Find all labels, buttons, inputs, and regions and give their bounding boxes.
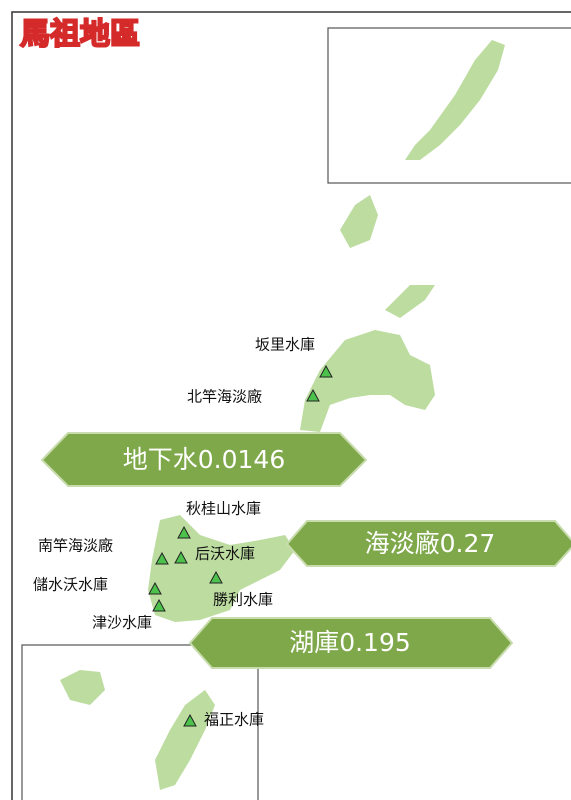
island (300, 330, 435, 432)
island (340, 195, 378, 248)
reservoir-label: 秋桂山水庫 (186, 500, 261, 518)
banner-label: 地下水0.0146 (123, 445, 285, 474)
island (385, 285, 435, 318)
reservoir-marker (306, 388, 320, 402)
banner (188, 617, 514, 669)
reservoir-marker (209, 570, 223, 584)
map-title: 馬祖地區 (20, 17, 140, 52)
banner (40, 432, 368, 487)
reservoir-label: 儲水沃水庫 (33, 576, 108, 594)
island (405, 40, 505, 160)
banner (285, 520, 571, 567)
reservoir-label: 南竿海淡廠 (38, 537, 113, 555)
banner-label: 湖庫0.195 (289, 628, 411, 657)
reservoir-marker (174, 550, 188, 564)
islands (60, 40, 505, 790)
reservoir-marker (148, 581, 162, 595)
reservoir-label: 福正水庫 (204, 711, 264, 729)
island (155, 690, 215, 790)
reservoir-label: 勝利水庫 (213, 591, 273, 609)
reservoir-marker (152, 598, 166, 612)
reservoir-marker (319, 364, 333, 378)
reservoir-label: 后沃水庫 (195, 545, 255, 563)
inset-box (21, 644, 259, 800)
island (60, 670, 105, 705)
reservoir-marker (183, 713, 197, 727)
map-frame (11, 11, 571, 800)
reservoir-label: 坂里水庫 (255, 336, 315, 354)
reservoir-label: 北竿海淡廠 (187, 388, 262, 406)
reservoir-marker (177, 525, 191, 539)
reservoir-marker (155, 551, 169, 565)
island (148, 515, 295, 622)
banner-label: 海淡廠0.27 (365, 529, 496, 558)
banners: 地下水0.0146 海淡廠0.27 湖庫0.195 (40, 432, 571, 669)
reservoir-label: 津沙水庫 (92, 614, 152, 632)
